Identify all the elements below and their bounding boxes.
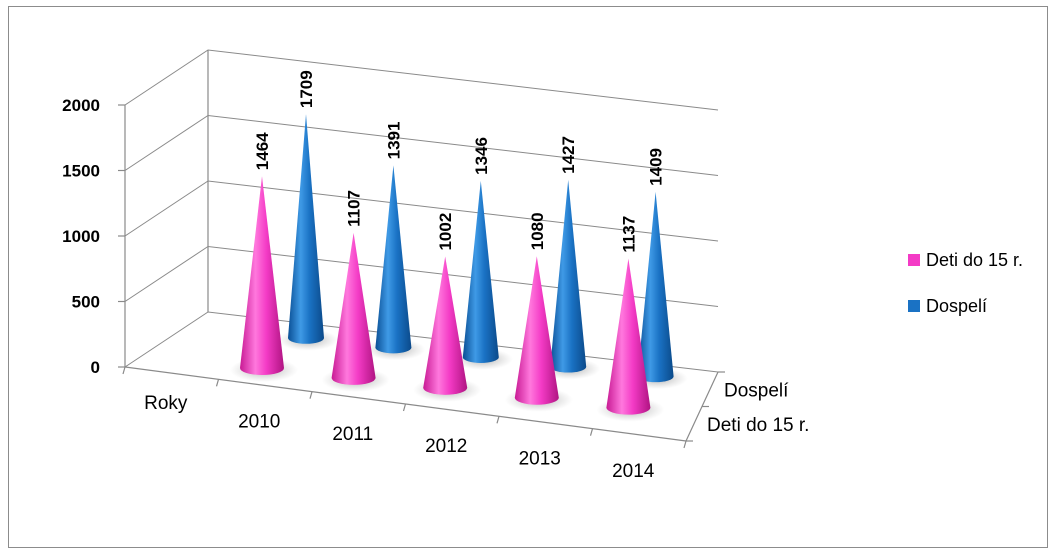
gridline <box>124 49 719 111</box>
data-label: 1346 <box>472 137 491 175</box>
data-label: 1002 <box>436 213 455 251</box>
x-tick-label: 2014 <box>612 461 655 482</box>
cone-dospeli <box>462 180 499 363</box>
data-label: 1391 <box>384 122 403 160</box>
y-tick-label: 1500 <box>62 162 100 181</box>
data-label: 1137 <box>619 216 638 253</box>
x-tick-label: 2010 <box>238 412 280 433</box>
depth-label: Deti do 15 r. <box>707 415 809 436</box>
x-tick-label: 2013 <box>519 449 561 470</box>
legend-label: Deti do 15 r. <box>926 250 1023 270</box>
cone-deti <box>240 176 284 376</box>
data-label: 1080 <box>528 212 547 250</box>
depth-label: Dospelí <box>724 380 789 401</box>
y-tick-label: 500 <box>72 293 100 312</box>
x-tick <box>122 366 126 375</box>
data-label: 1464 <box>253 132 272 170</box>
x-tick <box>309 391 313 399</box>
cone-deti <box>423 256 468 395</box>
cones <box>230 114 688 422</box>
legend-swatch <box>908 254 920 266</box>
gridline <box>124 114 719 176</box>
x-tick <box>589 428 594 436</box>
x-tick <box>402 403 407 412</box>
x-tick <box>496 416 500 424</box>
axes: 0 500 1000 1500 2000 Roky 2010 2011 2012 2013 2014… <box>62 96 809 482</box>
legend: Deti do 15 r. Dospelí <box>908 250 1023 316</box>
x-tick-label: 2011 <box>332 424 373 445</box>
cone-deti <box>331 232 376 385</box>
cone-deti <box>514 256 559 405</box>
data-label: 1709 <box>297 70 316 108</box>
y-tick-label: 0 <box>91 358 100 377</box>
x-tick-label: 2012 <box>425 436 467 457</box>
chart-frame <box>8 6 1048 548</box>
data-label: 1427 <box>559 136 578 174</box>
cone-dospeli <box>637 191 674 383</box>
x-tick-label: Roky <box>144 393 188 414</box>
cone-deti <box>606 258 651 415</box>
data-label: 1107 <box>345 190 364 227</box>
data-label: 1409 <box>647 148 666 186</box>
labels: 1709 1391 1346 1427 1409 1464 1107 1002 1080 1137 <box>253 70 666 252</box>
y-tick-label: 2000 <box>62 96 100 115</box>
legend-label: Dospelí <box>926 296 987 316</box>
x-tick <box>215 379 220 387</box>
y-tick-label: 1000 <box>62 227 100 246</box>
x-tick <box>683 440 687 449</box>
cone-dospeli <box>375 165 412 354</box>
cone-dospeli <box>288 114 324 344</box>
cone-dospeli <box>550 179 587 373</box>
legend-swatch <box>908 300 920 312</box>
